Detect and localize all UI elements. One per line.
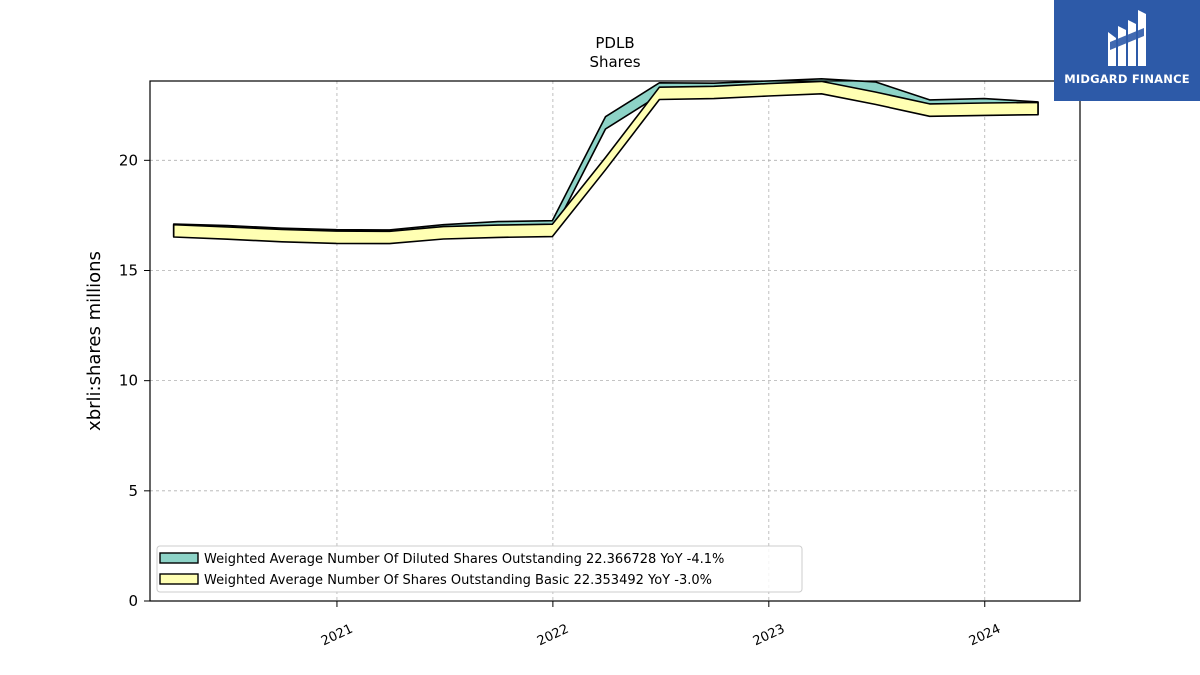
series-areas <box>172 78 1039 245</box>
y-axis: 0 5 10 15 20 <box>119 151 150 610</box>
chart-title: PDLB <box>595 34 634 52</box>
x-tick-label: 2023 <box>751 622 787 650</box>
legend-box <box>156 545 803 593</box>
legend-label: Weighted Average Number Of Shares Outsta… <box>204 573 712 588</box>
y-tick-label: 15 <box>119 261 138 279</box>
brand-name: MIDGARD FINANCE <box>1064 72 1190 86</box>
x-tick-label: 2021 <box>319 622 355 650</box>
legend: Weighted Average Number Of Diluted Share… <box>156 545 803 593</box>
y-tick-label: 0 <box>128 592 138 610</box>
brand-logo: MIDGARD FINANCE <box>1054 0 1200 101</box>
x-tick-label: 2024 <box>967 622 1003 650</box>
legend-label: Weighted Average Number Of Diluted Share… <box>204 552 724 567</box>
x-tick-label: 2022 <box>535 622 571 650</box>
y-axis-label: xbrli:shares millions <box>84 251 105 431</box>
legend-swatch <box>159 573 199 585</box>
chart-subtitle: Shares <box>589 53 640 71</box>
y-tick-label: 5 <box>128 482 138 500</box>
x-axis: 2021 2022 2023 2024 <box>319 601 1003 649</box>
plot-frame <box>149 80 1081 602</box>
legend-swatch <box>159 552 199 564</box>
series-band-2 <box>172 80 1039 245</box>
y-tick-label: 10 <box>119 372 138 390</box>
y-tick-label: 20 <box>119 151 138 169</box>
grid <box>150 81 1080 601</box>
logo-mark-icon <box>1108 10 1146 66</box>
